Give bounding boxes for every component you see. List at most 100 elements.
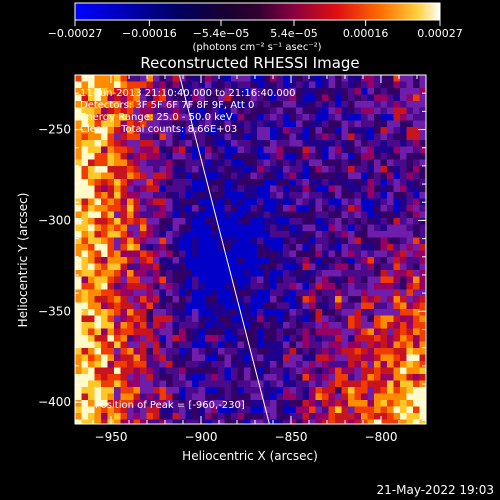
heatmap-cell xyxy=(140,354,147,362)
heatmap-cell xyxy=(393,335,401,342)
heatmap-cell xyxy=(374,348,381,355)
heatmap-cell xyxy=(166,205,173,212)
heatmap-cell xyxy=(218,198,225,206)
heatmap-cell xyxy=(146,231,154,238)
heatmap-cell xyxy=(387,94,394,102)
heatmap-cell xyxy=(94,250,102,258)
heatmap-cell xyxy=(101,101,108,108)
heatmap-cell xyxy=(296,231,303,238)
heatmap-cell xyxy=(231,244,238,251)
heatmap-cell xyxy=(127,192,134,199)
heatmap-cell xyxy=(114,224,121,232)
heatmap-cell xyxy=(101,367,108,375)
heatmap-cell xyxy=(244,179,251,186)
heatmap-cell xyxy=(341,88,349,95)
heatmap-cell xyxy=(75,361,82,368)
heatmap-cell xyxy=(348,153,355,160)
heatmap-cell xyxy=(179,354,186,362)
heatmap-cell xyxy=(400,309,407,316)
heatmap-cell xyxy=(88,159,95,167)
heatmap-cell xyxy=(146,374,154,381)
heatmap-cell xyxy=(263,380,271,388)
heatmap-cell xyxy=(140,328,147,336)
heatmap-cell xyxy=(218,309,225,316)
heatmap-cell xyxy=(289,172,297,180)
heatmap-cell xyxy=(88,393,95,401)
heatmap-cell xyxy=(328,114,336,121)
heatmap-cell xyxy=(296,244,303,251)
heatmap-cell xyxy=(166,328,173,336)
heatmap-cell xyxy=(367,231,375,238)
heatmap-cell xyxy=(380,146,388,154)
heatmap-cell xyxy=(250,341,258,349)
heatmap-cell xyxy=(257,283,264,290)
heatmap-cell xyxy=(387,361,394,368)
heatmap-cell xyxy=(309,205,316,212)
heatmap-cell xyxy=(289,374,297,381)
heatmap-cell xyxy=(133,361,141,368)
heatmap-cell xyxy=(224,328,232,336)
heatmap-cell xyxy=(380,107,388,115)
heatmap-cell xyxy=(114,120,121,128)
heatmap-cell xyxy=(354,153,362,160)
heatmap-cell xyxy=(387,322,394,329)
heatmap-cell xyxy=(192,244,199,251)
heatmap-cell xyxy=(172,244,180,251)
heatmap-cell xyxy=(296,413,303,420)
heatmap-cell xyxy=(335,335,342,342)
heatmap-cell xyxy=(185,380,193,388)
heatmap-cell xyxy=(192,120,199,128)
heatmap-cell xyxy=(205,315,212,323)
heatmap-cell xyxy=(185,374,193,381)
heatmap-cell xyxy=(133,205,141,212)
heatmap-cell xyxy=(211,153,219,160)
heatmap-cell xyxy=(75,133,82,141)
heatmap-cell xyxy=(315,211,323,219)
heatmap-cell xyxy=(393,107,401,115)
heatmap-cell xyxy=(283,387,290,394)
heatmap-cell xyxy=(257,257,264,264)
heatmap-cell xyxy=(302,380,310,388)
heatmap-cell xyxy=(94,133,102,141)
heatmap-cell xyxy=(393,133,401,141)
heatmap-cell xyxy=(296,218,303,225)
heatmap-cell xyxy=(263,75,271,82)
heatmap-cell xyxy=(406,270,414,277)
heatmap-cell xyxy=(296,107,303,115)
heatmap-cell xyxy=(192,322,199,329)
heatmap-cell xyxy=(335,309,342,316)
heatmap-cell xyxy=(348,374,355,381)
heatmap-cell xyxy=(354,146,362,154)
heatmap-cell xyxy=(250,94,258,102)
heatmap-cell xyxy=(140,289,147,297)
heatmap-cell xyxy=(393,205,401,212)
heatmap-cell xyxy=(296,393,303,401)
heatmap-cell xyxy=(257,140,264,147)
heatmap-cell xyxy=(250,263,258,271)
heatmap-cell xyxy=(211,179,219,186)
heatmap-cell xyxy=(172,296,180,303)
heatmap-cell xyxy=(257,309,264,316)
heatmap-cell xyxy=(380,159,388,167)
heatmap-cell xyxy=(81,205,89,212)
heatmap-cell xyxy=(166,198,173,206)
heatmap-cell xyxy=(380,114,388,121)
heatmap-cell xyxy=(413,81,420,89)
heatmap-cell xyxy=(263,88,271,95)
heatmap-cell xyxy=(172,341,180,349)
heatmap-cell xyxy=(250,374,258,381)
heatmap-cell xyxy=(172,315,180,323)
heatmap-cell xyxy=(400,185,407,193)
heatmap-cell xyxy=(218,185,225,193)
heatmap-cell xyxy=(393,231,401,238)
heatmap-cell xyxy=(302,341,310,349)
heatmap-cell xyxy=(419,75,426,82)
heatmap-cell xyxy=(218,361,225,368)
heatmap-cell xyxy=(270,192,277,199)
heatmap-cell xyxy=(309,81,316,89)
heatmap-cell xyxy=(127,283,134,290)
heatmap-cell xyxy=(361,335,368,342)
heatmap-cell xyxy=(250,166,258,173)
heatmap-cell xyxy=(218,328,225,336)
